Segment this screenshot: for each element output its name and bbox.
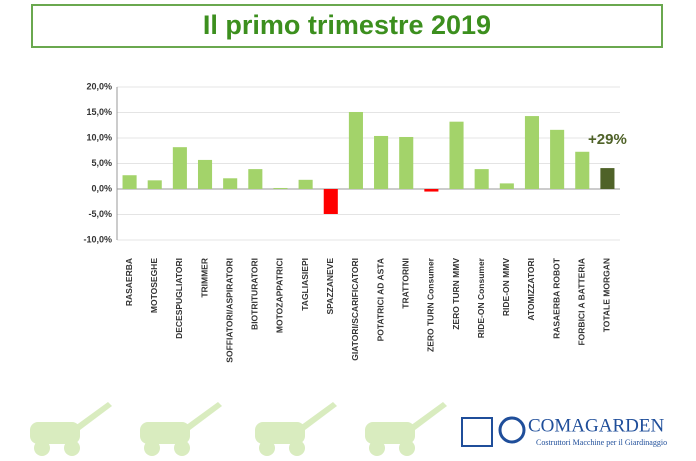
x-tick-label: DECESPUGLIATORI	[174, 258, 184, 339]
x-tick-label: POTATRICI AD ASTA	[375, 258, 385, 341]
x-tick-label: SPAZZANEVE	[325, 258, 335, 315]
x-tick-label: RIDE-ON MMV	[501, 258, 511, 316]
bar	[323, 189, 338, 214]
x-tick-label: RASAERBA	[124, 258, 134, 306]
bar	[298, 179, 313, 189]
x-tick-label: ZERO TURN Consumer	[426, 257, 436, 352]
bar	[600, 168, 615, 189]
bar	[524, 116, 540, 189]
x-tick-label: ZERO TURN MMV	[451, 258, 461, 330]
bar	[424, 189, 439, 192]
y-tick-label: 10,0%	[86, 132, 112, 142]
logo-icons	[461, 416, 526, 447]
x-tick-label: FORBICI A BATTERIA	[577, 258, 587, 346]
bar	[499, 183, 514, 189]
bar	[399, 136, 414, 189]
mower-icons	[30, 402, 447, 456]
x-tick-label: MOTOZAPPATRICI	[275, 258, 285, 333]
title-box	[31, 4, 663, 48]
y-tick-label: 20,0%	[86, 81, 112, 91]
x-tick-label: GIATORI/SCARIFICATORI	[350, 258, 360, 361]
bar	[172, 147, 187, 189]
bar	[348, 111, 363, 189]
bar	[248, 169, 263, 189]
x-tick-label: RASAERBA ROBOT	[551, 257, 561, 339]
logo-tagline: Costruttori Macchine per il Giardinaggio	[536, 438, 667, 447]
x-tick-label: BIOTRITURATORI	[250, 258, 260, 330]
bar	[223, 178, 238, 189]
y-tick-label: 15,0%	[86, 107, 112, 117]
x-tick-label: TOTALE MORGAN	[602, 258, 612, 332]
bar	[147, 180, 162, 189]
y-tick-label: -10,0%	[83, 234, 112, 244]
y-tick-label: 5,0%	[91, 158, 112, 168]
bar	[449, 121, 464, 189]
bar	[550, 129, 565, 189]
annotation: +29%	[588, 131, 627, 148]
y-tick-label: -5,0%	[88, 209, 112, 219]
bar	[197, 159, 213, 189]
chart-title: Il primo trimestre 2019	[203, 10, 491, 40]
x-tick-label: RIDE-ON Consumer	[476, 257, 486, 338]
x-tick-label: MOTOSEGHE	[149, 258, 159, 313]
x-tick-label: SOFFIATORI/ASPIRATORI	[224, 258, 234, 363]
x-tick-label: TAGLIASIEPI	[300, 258, 310, 311]
bar	[575, 151, 590, 189]
bar	[374, 135, 389, 189]
y-tick-label: 0,0%	[91, 183, 112, 193]
logo-name: COMAGARDEN	[528, 415, 664, 436]
x-tick-label: TRIMMER	[199, 258, 209, 298]
x-tick-label: TRATTORINI	[400, 258, 410, 309]
bar	[273, 187, 288, 189]
bar	[122, 175, 137, 189]
x-tick-label: ATOMIZZATORI	[526, 258, 536, 321]
bar	[474, 169, 489, 189]
